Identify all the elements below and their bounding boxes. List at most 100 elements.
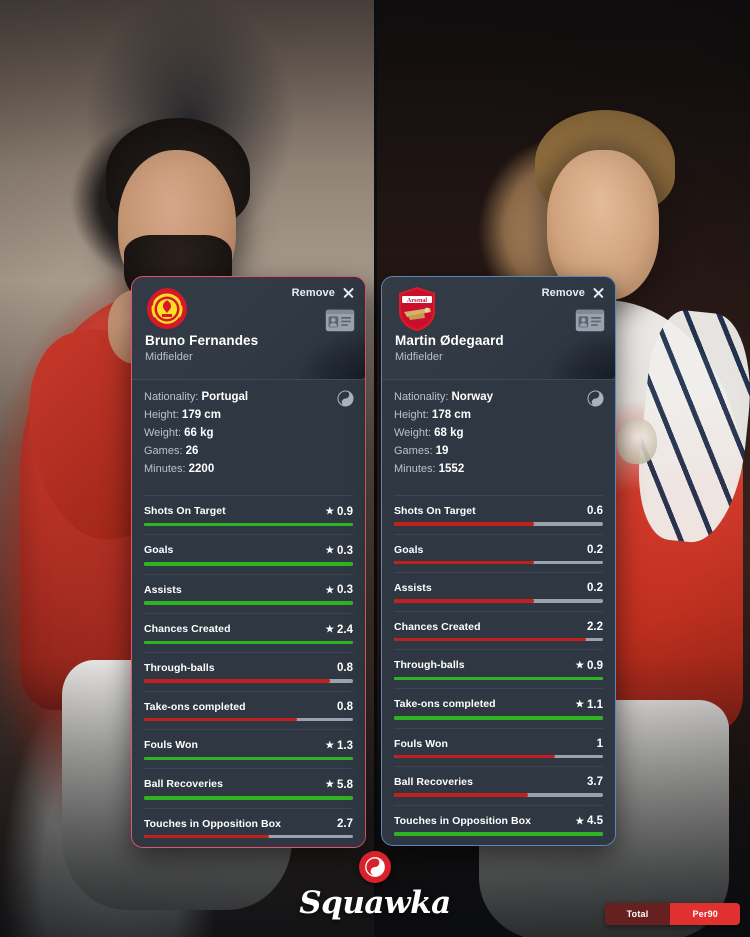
remove-control-left[interactable]: Remove [292, 286, 355, 299]
star-icon: ★ [325, 506, 334, 517]
bio-value-height: 178 cm [431, 409, 471, 421]
star-icon: ★ [325, 545, 334, 557]
stat-separator [394, 572, 603, 573]
bio-row-games: Games: 19 [394, 442, 603, 460]
stat-bar-fill [394, 832, 603, 836]
stat-label: Through-balls [144, 662, 215, 674]
stat-value-wrap: ★ 1.1 [575, 699, 603, 711]
bio-label-weight: Weight: [394, 427, 432, 439]
bio-value-nationality: Portugal [201, 391, 249, 403]
bio-row-height: Height: 178 cm [394, 406, 603, 424]
stat-value-wrap: ★ 2.4 [325, 624, 353, 636]
stat-label: Touches in Opposition Box [394, 814, 531, 827]
stat-value-wrap: 3.7 [587, 776, 603, 788]
player-position-left: Midfielder [145, 351, 193, 363]
bio-row-height: Height: 179 cm [144, 406, 353, 424]
stat-row: Through-balls 0.8 [144, 653, 353, 683]
stat-bar-track [394, 599, 603, 603]
stat-bar-track [394, 676, 603, 681]
stat-bar-fill [144, 756, 353, 761]
stat-value-wrap: 1 [597, 738, 603, 750]
stat-value-wrap: 0.2 [587, 544, 603, 556]
stat-bar-fill [394, 637, 587, 641]
stat-label: Chances Created [144, 622, 231, 635]
stat-value-wrap: ★ 0.3 [325, 545, 353, 557]
stat-row: Assists ★ 0.3 [144, 575, 353, 605]
bio-value-games: 19 [435, 445, 449, 457]
stat-label: Chances Created [394, 620, 481, 633]
stat-value: 3.7 [587, 776, 603, 788]
bio-value-nationality: Norway [451, 391, 494, 403]
stat-separator [394, 495, 603, 496]
mode-toggle[interactable]: Total Per90 [604, 903, 740, 925]
stat-bar-fill [144, 717, 297, 721]
stat-value: 0.3 [337, 545, 353, 557]
stat-label: Through-balls [394, 659, 465, 671]
bio-value-games: 26 [185, 445, 199, 457]
stat-label: Take-ons completed [394, 698, 496, 711]
squawka-yinyang-icon [337, 390, 354, 407]
svg-text:Arsenal: Arsenal [407, 298, 427, 304]
stat-bar-track [394, 716, 603, 720]
stat-value: 1 [596, 737, 603, 750]
star-icon: ★ [575, 660, 584, 671]
toggle-per90-button[interactable]: Per90 [670, 903, 740, 925]
bio-row-weight: Weight: 68 kg [394, 424, 603, 442]
stat-row: Take-ons completed ★ 1.1 [394, 689, 603, 720]
remove-label-left[interactable]: Remove [291, 286, 335, 299]
id-card-icon[interactable] [575, 309, 605, 332]
bio-row-weight: Weight: 66 kg [144, 424, 353, 442]
close-icon[interactable] [342, 286, 355, 299]
stat-bar-fill [394, 560, 535, 564]
stat-value: 0.8 [337, 662, 353, 674]
bio-label-games: Games: [144, 445, 183, 457]
stat-row: Ball Recoveries ★ 5.8 [144, 769, 353, 800]
bio-value-minutes: 2200 [188, 463, 215, 475]
stat-bar-track [144, 562, 353, 566]
stat-value-wrap: ★ 0.3 [325, 584, 353, 596]
stat-bar-fill [394, 522, 535, 526]
stat-bar-track [144, 679, 353, 683]
bio-row-games: Games: 26 [144, 442, 353, 460]
player-bio-left: Nationality: Portugal Height: 179 cm Wei… [132, 379, 365, 487]
player-card-right: Arsenal Remove Martin Ødegaard Midfielde… [381, 276, 616, 846]
id-card-icon[interactable] [325, 309, 355, 332]
stat-value: 2.2 [587, 620, 603, 633]
stat-value: 0.9 [587, 659, 603, 672]
stat-bar-fill [144, 522, 353, 527]
stat-bar-fill [144, 601, 353, 605]
star-icon: ★ [325, 584, 334, 596]
stat-row: Shots On Target ★ 0.9 [144, 496, 353, 527]
stat-bar-fill [144, 562, 353, 566]
bio-value-weight: 66 kg [184, 427, 214, 439]
stat-bar-track [144, 796, 353, 800]
stat-label: Shots On Target [394, 505, 476, 517]
stat-bar-track [144, 756, 353, 761]
stat-separator [144, 534, 353, 536]
toggle-total-button[interactable]: Total [604, 903, 671, 925]
stat-value: 5.8 [337, 779, 353, 791]
stat-bar-track [394, 832, 603, 836]
remove-label-right[interactable]: Remove [541, 286, 585, 299]
player-bio-right: Nationality: Norway Height: 178 cm Weigh… [382, 379, 615, 487]
stat-separator [394, 727, 603, 729]
stat-row: Touches in Opposition Box ★ 4.5 [394, 806, 603, 836]
stat-bar-track [144, 640, 353, 644]
close-icon[interactable] [592, 286, 605, 299]
bio-label-height: Height: [394, 409, 429, 421]
stat-bar-fill [394, 676, 603, 681]
stat-separator [394, 610, 603, 612]
stat-row: Fouls Won ★ 1.3 [144, 730, 353, 761]
stat-bar-track [144, 834, 353, 838]
bio-label-minutes: Minutes: [144, 463, 186, 475]
card-header-left: Remove Bruno Fernandes Midfielder [132, 277, 365, 381]
stat-separator [144, 652, 353, 653]
remove-control-right[interactable]: Remove [542, 286, 605, 299]
brand-footer: Squawka [0, 851, 750, 921]
stat-row: Through-balls ★ 0.9 [394, 650, 603, 681]
star-icon: ★ [575, 815, 584, 827]
stat-bar-fill [394, 793, 528, 797]
stat-label: Touches in Opposition Box [144, 817, 281, 830]
stat-separator [144, 495, 353, 496]
